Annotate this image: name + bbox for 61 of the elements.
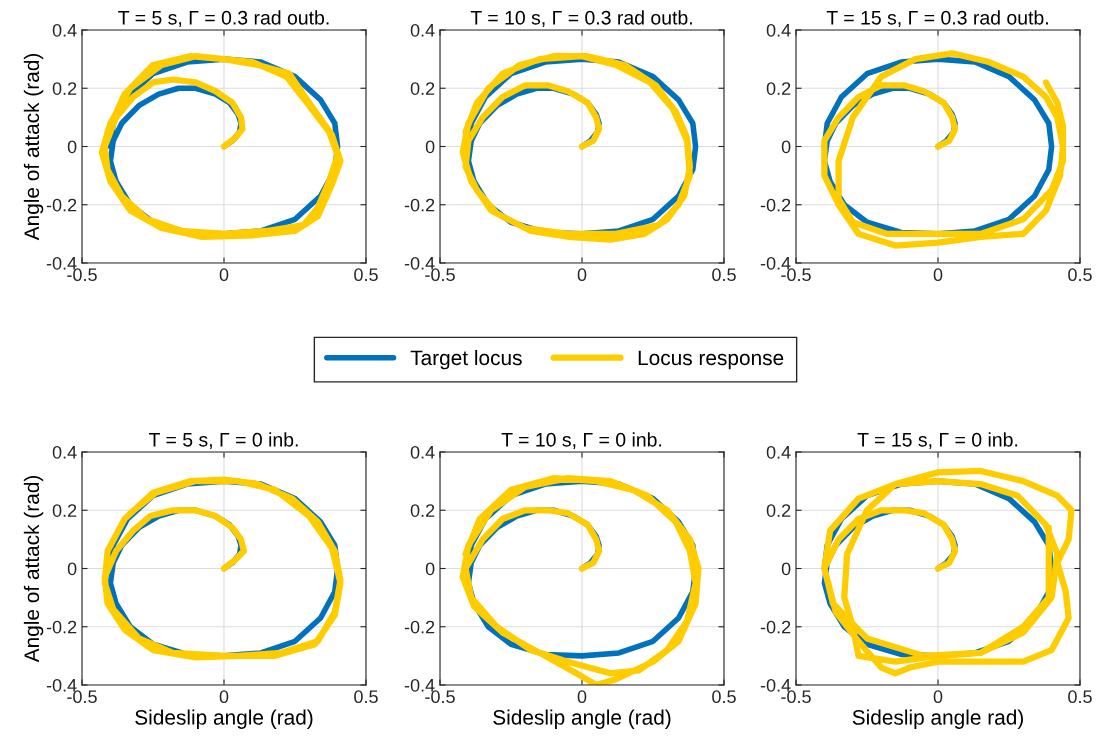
y-tick-label: 0.2 xyxy=(52,82,77,95)
x-axis-title: Sideslip angle (rad) xyxy=(493,709,671,729)
x-tick-label: 0 xyxy=(219,690,229,704)
y-tick-label: 0.2 xyxy=(410,82,435,95)
y-tick-label: -0.4 xyxy=(404,678,435,692)
x-tick-label: -0.5 xyxy=(67,690,97,704)
chart-title: T = 15 s, Γ = 0.3 rad outb. xyxy=(826,10,1048,27)
y-tick-label: 0.2 xyxy=(410,504,435,517)
x-tick-label: -0.5 xyxy=(67,268,97,282)
y-tick-label: 0 xyxy=(67,140,77,154)
y-tick-label: 0.4 xyxy=(766,445,791,459)
y-tick-label: -0.4 xyxy=(46,256,77,270)
x-tick-label: 0 xyxy=(219,268,229,282)
x-tick-label: -0.5 xyxy=(425,690,455,704)
y-tick-label: -0.4 xyxy=(760,256,791,270)
legend-label: Locus response xyxy=(638,350,784,370)
y-tick-label: -0.4 xyxy=(404,256,435,270)
x-tick-label: 0.5 xyxy=(712,690,736,704)
y-tick-label: 0.2 xyxy=(766,82,791,95)
y-tick-label: -0.2 xyxy=(46,620,77,634)
y-tick-label: -0.2 xyxy=(404,198,435,212)
y-tick-label: 0.4 xyxy=(410,23,435,37)
x-tick-label: 0.5 xyxy=(354,690,378,704)
y-axis-title: Angle of attack (rad) xyxy=(23,475,44,663)
y-tick-label: 0 xyxy=(781,562,791,576)
y-tick-label: -0.4 xyxy=(760,678,791,692)
y-tick-label: 0.4 xyxy=(410,445,435,459)
x-tick-label: 0 xyxy=(933,268,943,282)
y-tick-label: -0.2 xyxy=(404,620,435,634)
y-tick-label: -0.2 xyxy=(46,198,77,212)
x-tick-label: -0.5 xyxy=(781,268,811,282)
x-tick-label: 0.5 xyxy=(1068,268,1092,282)
x-tick-label: -0.5 xyxy=(781,690,811,704)
x-tick-label: 0 xyxy=(933,690,943,704)
legend-label: Target locus xyxy=(410,349,522,370)
y-tick-label: 0.4 xyxy=(766,23,791,37)
y-tick-label: -0.4 xyxy=(46,678,77,692)
chart-title: T = 5 s, Γ = 0 inb. xyxy=(149,432,298,449)
x-tick-label: 0.5 xyxy=(712,268,736,282)
y-tick-label: -0.2 xyxy=(760,620,791,634)
y-tick-label: 0.4 xyxy=(52,445,77,459)
y-tick-label: 0 xyxy=(425,562,435,576)
y-tick-label: 0 xyxy=(425,140,435,154)
chart-title: T = 15 s, Γ = 0 inb. xyxy=(857,432,1018,449)
chart-title: T = 10 s, Γ = 0 inb. xyxy=(501,432,662,449)
y-tick-label: 0.4 xyxy=(52,23,77,37)
y-tick-label: 0.2 xyxy=(52,504,77,517)
x-tick-label: -0.5 xyxy=(425,268,455,282)
y-tick-label: 0 xyxy=(781,140,791,154)
chart-title: T = 5 s, Γ = 0.3 rad outb. xyxy=(118,10,329,27)
x-tick-label: 0 xyxy=(577,268,587,282)
x-tick-label: 0.5 xyxy=(354,268,378,282)
y-tick-label: 0 xyxy=(67,562,77,576)
y-tick-label: 0.2 xyxy=(766,504,791,517)
x-tick-label: 0.5 xyxy=(1068,690,1092,704)
chart-title: T = 10 s, Γ = 0.3 rad outb. xyxy=(470,10,692,27)
y-axis-title: Angle of attack (rad) xyxy=(23,53,44,241)
y-tick-label: -0.2 xyxy=(760,198,791,212)
x-axis-title: Sideslip angle rad) xyxy=(852,709,1023,729)
x-axis-title: Sideslip angle (rad) xyxy=(135,709,313,729)
x-tick-label: 0 xyxy=(577,690,587,704)
